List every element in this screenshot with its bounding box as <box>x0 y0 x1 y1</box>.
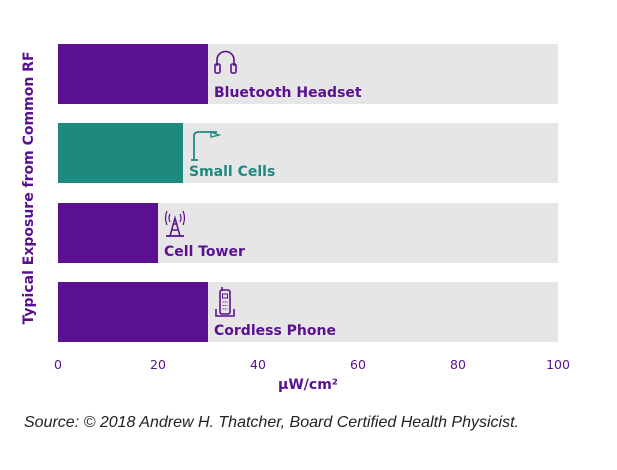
source-caption: Source: © 2018 Andrew H. Thatcher, Board… <box>24 414 519 431</box>
bar <box>58 44 208 104</box>
x-tick-label: 0 <box>54 357 62 372</box>
bar-label: Small Cells <box>189 164 275 180</box>
bar-label: Bluetooth Headset <box>214 85 362 101</box>
x-tick-label: 20 <box>150 357 166 372</box>
x-tick-label: 60 <box>350 357 366 372</box>
bar-label: Cell Tower <box>164 244 245 260</box>
bar-chart: Bluetooth Headset Small Cells Cell Tower Co… <box>21 44 570 393</box>
streetlight-icon <box>191 130 222 161</box>
headphones-icon <box>214 50 237 74</box>
x-tick-label: 100 <box>546 357 570 372</box>
bar <box>58 203 158 263</box>
cordless-phone-icon <box>215 287 235 317</box>
bar <box>58 123 183 183</box>
x-axis-title: µW/cm² <box>278 377 338 393</box>
radio-tower-icon <box>164 210 186 237</box>
bar-label: Cordless Phone <box>214 323 336 339</box>
x-tick-label: 40 <box>250 357 266 372</box>
y-axis-title: Typical Exposure from Common RF <box>21 51 37 324</box>
bar <box>58 282 208 342</box>
x-tick-label: 80 <box>450 357 466 372</box>
